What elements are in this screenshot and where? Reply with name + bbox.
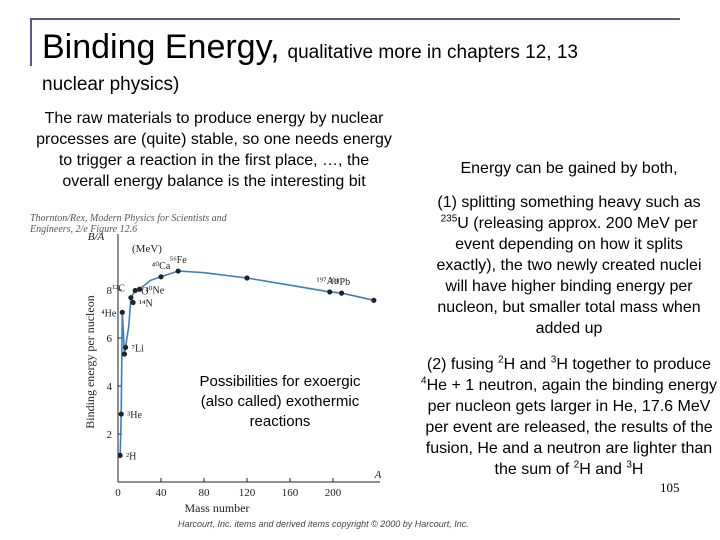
p2-mass-1: 2: [498, 354, 504, 366]
y-tick-label: 8: [107, 285, 113, 297]
p2-mass-5: 3: [626, 459, 632, 471]
p2-text-e3: He + 1 neutron, again the binding energy…: [425, 377, 717, 478]
p1-element: U: [457, 215, 469, 232]
point-label: ¹²C: [112, 284, 125, 295]
figure-credit: Harcourt, Inc. items and derived items c…: [178, 519, 469, 529]
point-label: ²H: [126, 451, 136, 462]
x-tick-label: 80: [199, 487, 211, 499]
point-label: ³He: [127, 410, 142, 421]
p2-text-e2: H together to produce: [556, 356, 712, 373]
title-rule-left: [30, 18, 32, 66]
y-tick-label: 6: [107, 333, 113, 345]
point-label: ¹⁴N: [139, 298, 153, 309]
p1-text-b: (releasing approx. 200 MeV per event dep…: [436, 215, 702, 337]
right-paragraph-fission: (1) splitting something heavy such as 23…: [426, 192, 712, 339]
point-label: ²⁰Ne: [146, 285, 165, 296]
data-point: [128, 295, 134, 301]
right-heading: Energy can be gained by both,: [460, 160, 678, 177]
point-label: ⁴⁰Ca: [152, 261, 171, 272]
point-label: ²⁰⁸Pb: [329, 277, 350, 288]
data-point: [122, 344, 129, 350]
point-label: O: [141, 286, 148, 297]
data-point: [119, 309, 125, 315]
left-paragraph: The raw materials to produce energy by n…: [36, 110, 392, 190]
data-point: [371, 297, 377, 303]
title-aside: qualitative more in chapters 12, 13: [287, 42, 578, 63]
title-line-2: nuclear physics): [42, 74, 180, 95]
x-axis-label: Mass number: [185, 501, 250, 515]
x-tick-label: 40: [156, 487, 168, 499]
p2-mass-2: 3: [550, 354, 557, 366]
page-number: 105: [660, 480, 680, 495]
point-label: ⁵⁶Fe: [170, 255, 188, 266]
data-point: [175, 268, 181, 274]
figure-overlay-text: Possibilities for exoergic (also called)…: [199, 373, 361, 430]
binding-energy-chart: 0 40 80 120 160 200 2 4 6 8 Mass number A Binding en…: [83, 231, 382, 515]
figure-caption: Thornton/Rex, Modern Physics for Scienti…: [30, 213, 227, 235]
p2-mass-4: 2: [573, 459, 580, 471]
x-tick-label: 120: [239, 487, 256, 499]
point-label: ⁴He: [101, 308, 117, 319]
data-point: [244, 275, 250, 281]
p1-mass-number: 235: [440, 213, 458, 225]
right-paragraph-fusion: (2) fusing 2H and 3H together to produce…: [420, 354, 718, 480]
data-point: [136, 286, 143, 292]
point-label: ¹⁹⁷Au: [317, 276, 339, 287]
point-label: ⁷Li: [132, 343, 145, 354]
y-unit-label: (MeV): [132, 243, 162, 255]
x-tick-label: 160: [282, 487, 299, 499]
p2-mass-3: 4: [421, 375, 427, 387]
title-main: Binding Energy,: [42, 28, 280, 66]
y-tick-label: 2: [107, 429, 113, 441]
p2-text-a: (2) fusing: [426, 356, 499, 373]
x-tick-label: 200: [325, 487, 342, 499]
data-point: [117, 452, 123, 458]
y-axis-label: Binding energy per nucleon: [83, 295, 97, 428]
data-point: [339, 290, 345, 296]
p2-text-e4: H and: [579, 461, 627, 478]
x-axis-end-label: A: [374, 469, 382, 481]
data-point: [118, 411, 124, 417]
data-point: [327, 289, 333, 295]
slide-title: Binding Energy, qualitative more in chapt…: [42, 28, 578, 67]
data-point: [121, 351, 128, 357]
title-rule: [30, 18, 680, 20]
data-point: [158, 274, 164, 280]
p1-text-a: (1) splitting something heavy such as: [437, 194, 701, 211]
p2-text-e5: H: [631, 461, 644, 478]
y-tick-label: 4: [107, 381, 113, 393]
data-point: [132, 287, 138, 294]
data-point: [130, 299, 136, 306]
p2-text-e1: H and: [503, 356, 551, 373]
y-axis-top-label: B/A: [88, 231, 105, 243]
x-tick-label: 0: [115, 487, 121, 499]
